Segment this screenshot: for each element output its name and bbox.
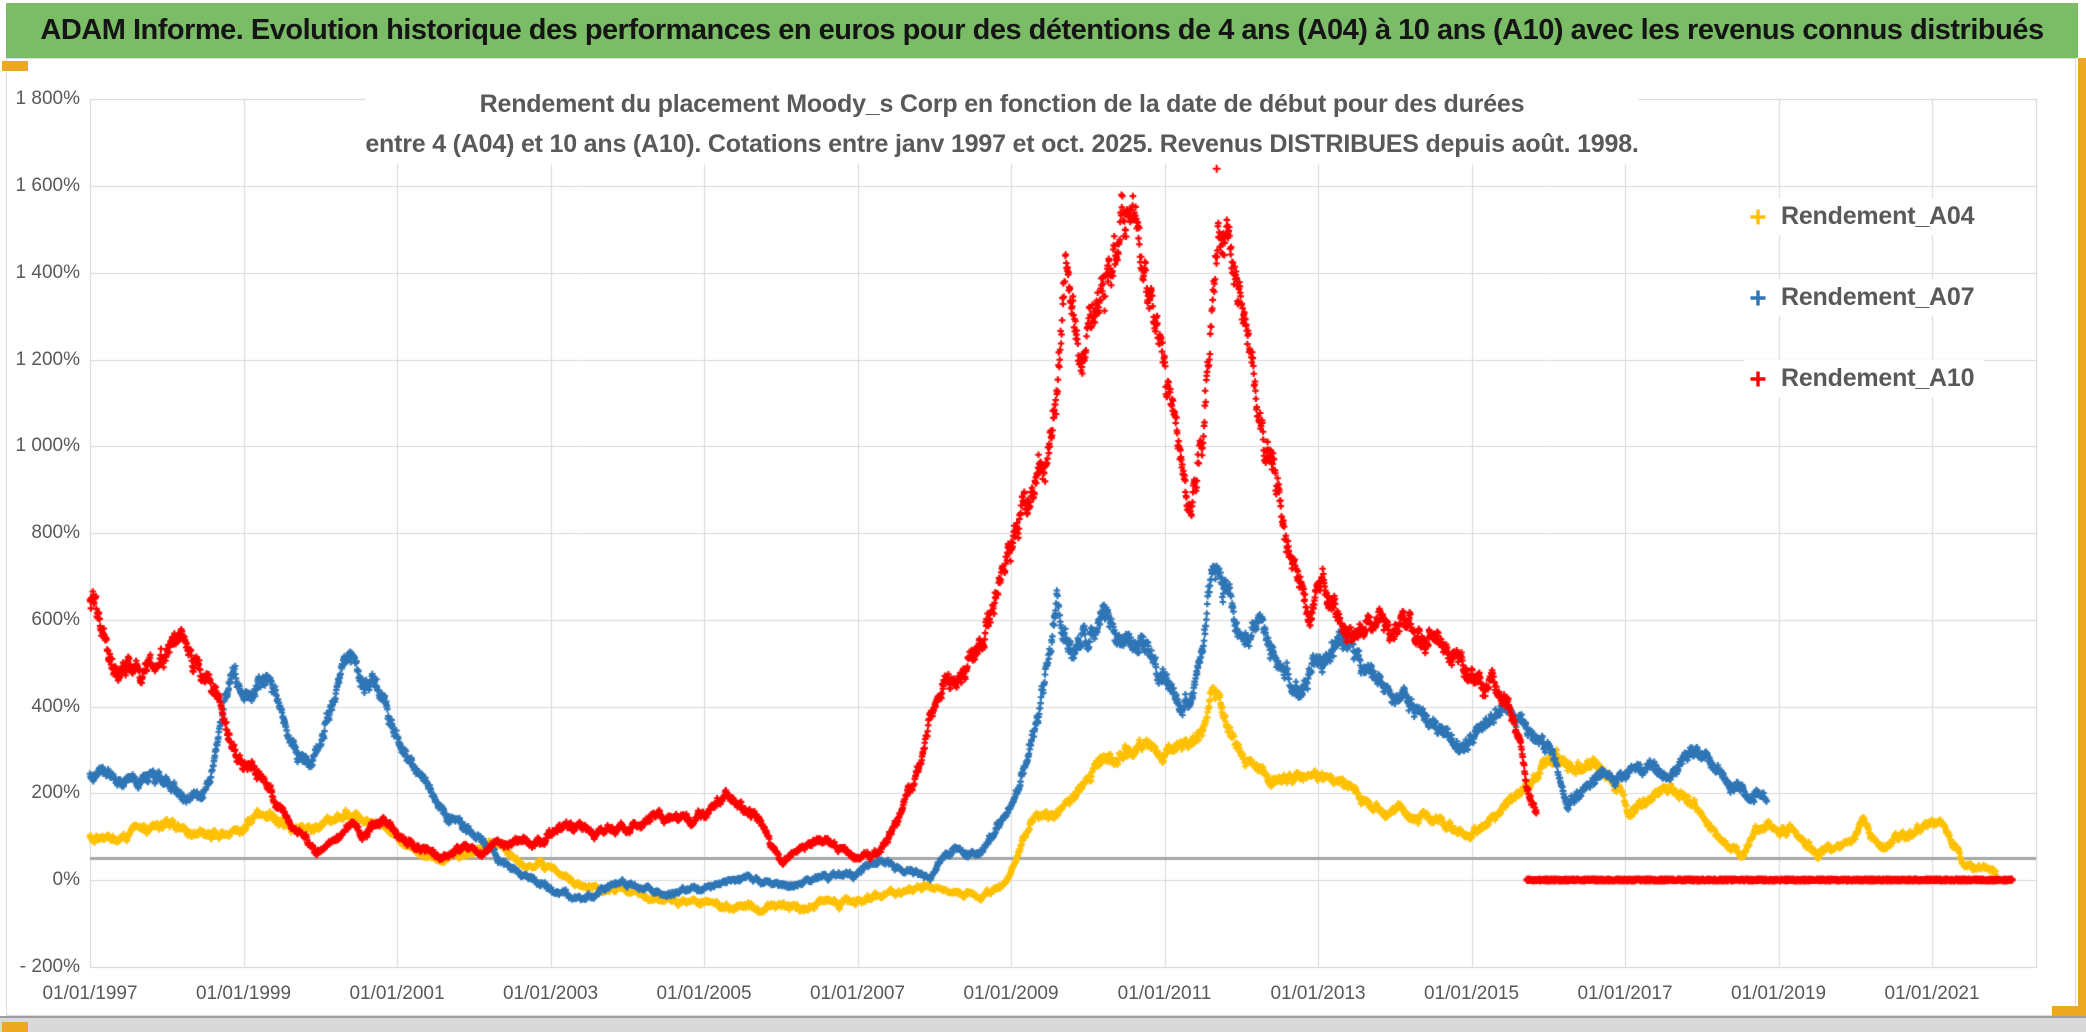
x-tick-label: 01/01/2013 (1270, 983, 1366, 1004)
x-tick-label: 01/01/2011 (1117, 983, 1212, 1004)
y-tick-label: 0% (52, 869, 80, 890)
x-tick-label: 01/01/2007 (809, 983, 906, 1004)
legend-item-label: Rendement_A04 (1781, 202, 1975, 230)
chart-title-line1: Rendement du placement Moody_s Corp en f… (479, 90, 1525, 118)
x-tick-label: 01/01/2003 (502, 983, 599, 1004)
y-tick-label: 400% (31, 695, 80, 717)
legend-item-label: Rendement_A07 (1781, 283, 1975, 311)
legend-item-rendement_a04: Rendement_A04 (1744, 198, 1985, 235)
gold-corner-bottom-right (2052, 1006, 2086, 1017)
chart-title: Rendement du placement Moody_s Corp en f… (365, 84, 1639, 164)
y-tick-label: 600% (31, 608, 80, 630)
x-tick-label: 01/01/1999 (195, 983, 292, 1004)
legend-item-label: Rendement_A10 (1781, 364, 1975, 392)
y-tick-label: 1 800% (15, 88, 80, 110)
x-tick-label: 01/01/2009 (963, 983, 1059, 1004)
x-tick-label: 01/01/2017 (1577, 983, 1673, 1004)
x-tick-label: 01/01/2021 (1884, 983, 1980, 1004)
gold-tab-top-left (2, 61, 28, 71)
plus-marker-icon (1750, 209, 1766, 224)
scrollbar-thumb[interactable] (2, 1022, 28, 1032)
chart-legend: Rendement_A04 Rendement_A07 Rendement_A10 (1744, 198, 1985, 441)
y-tick-label: 200% (31, 782, 80, 804)
y-tick-label: 1 200% (15, 348, 80, 370)
x-tick-label: 01/01/2015 (1423, 983, 1520, 1004)
y-tick-label: 1 600% (15, 175, 80, 197)
y-tick-label: 1 400% (15, 261, 80, 283)
x-tick-label: 01/01/2005 (656, 983, 752, 1004)
x-tick-label: 01/01/2001 (349, 983, 445, 1004)
y-tick-label: 1 000% (15, 435, 80, 457)
plus-marker-icon (1750, 371, 1766, 386)
x-tick-label: 01/01/2019 (1730, 983, 1827, 1004)
plus-marker-icon (1750, 290, 1766, 305)
legend-item-rendement_a10: Rendement_A10 (1744, 360, 1985, 397)
bottom-scrollbar[interactable] (0, 1016, 2086, 1032)
y-tick-label: 800% (31, 522, 80, 544)
legend-item-rendement_a07: Rendement_A07 (1744, 279, 1985, 316)
y-tick-label: - 200% (19, 955, 80, 977)
gold-border-right (2078, 58, 2086, 1016)
x-tick-label: 01/01/1997 (42, 983, 138, 1004)
chart-title-line2: entre 4 (A04) et 10 ans (A10). Cotations… (365, 130, 1639, 158)
